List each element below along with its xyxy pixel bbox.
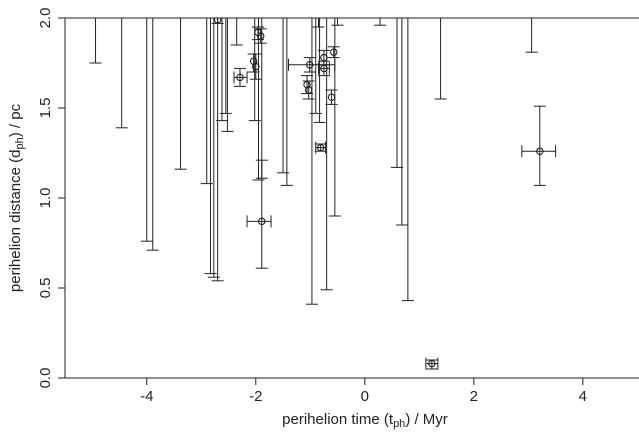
x-tick-label: -2 <box>249 388 262 405</box>
y-tick-label: 2.0 <box>37 8 54 29</box>
x-tick-label: 2 <box>470 388 478 405</box>
y-tick-label: 1.0 <box>37 188 54 209</box>
x-axis-label: perihelion time (tph) / Myr <box>282 411 448 430</box>
point <box>304 86 313 94</box>
x-label-sub: ph <box>393 418 405 430</box>
point <box>316 143 325 152</box>
point <box>252 62 260 71</box>
point <box>306 61 314 69</box>
x-label-main: perihelion time (t <box>282 411 394 428</box>
point <box>256 32 265 40</box>
x-tick-label: 4 <box>579 388 587 405</box>
point <box>329 48 338 56</box>
point <box>258 217 266 226</box>
y-tick-label: 0.0 <box>37 368 54 389</box>
plot-area <box>89 18 557 370</box>
y-axis-label: perihelion distance (dph) / pc <box>7 103 26 292</box>
x-tick-label: 0 <box>361 388 369 405</box>
y-label-sub: ph <box>14 137 26 149</box>
point <box>213 18 222 24</box>
point <box>536 147 544 155</box>
point <box>327 93 336 101</box>
y-label-tail: ) / pc <box>7 103 24 137</box>
y-label-main: perihelion distance (d <box>7 150 24 293</box>
y-tick-label: 0.5 <box>37 278 54 299</box>
y-tick-label: 1.5 <box>37 98 54 119</box>
point <box>236 73 244 82</box>
x-label-tail: ) / Myr <box>405 411 448 428</box>
point <box>320 64 328 73</box>
x-tick-label: -4 <box>140 388 153 405</box>
point <box>428 359 436 368</box>
